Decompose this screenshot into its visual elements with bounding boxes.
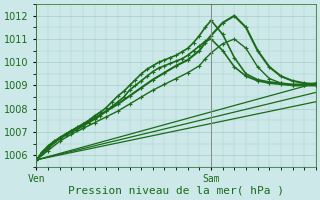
X-axis label: Pression niveau de la mer( hPa ): Pression niveau de la mer( hPa ) [68, 186, 284, 196]
